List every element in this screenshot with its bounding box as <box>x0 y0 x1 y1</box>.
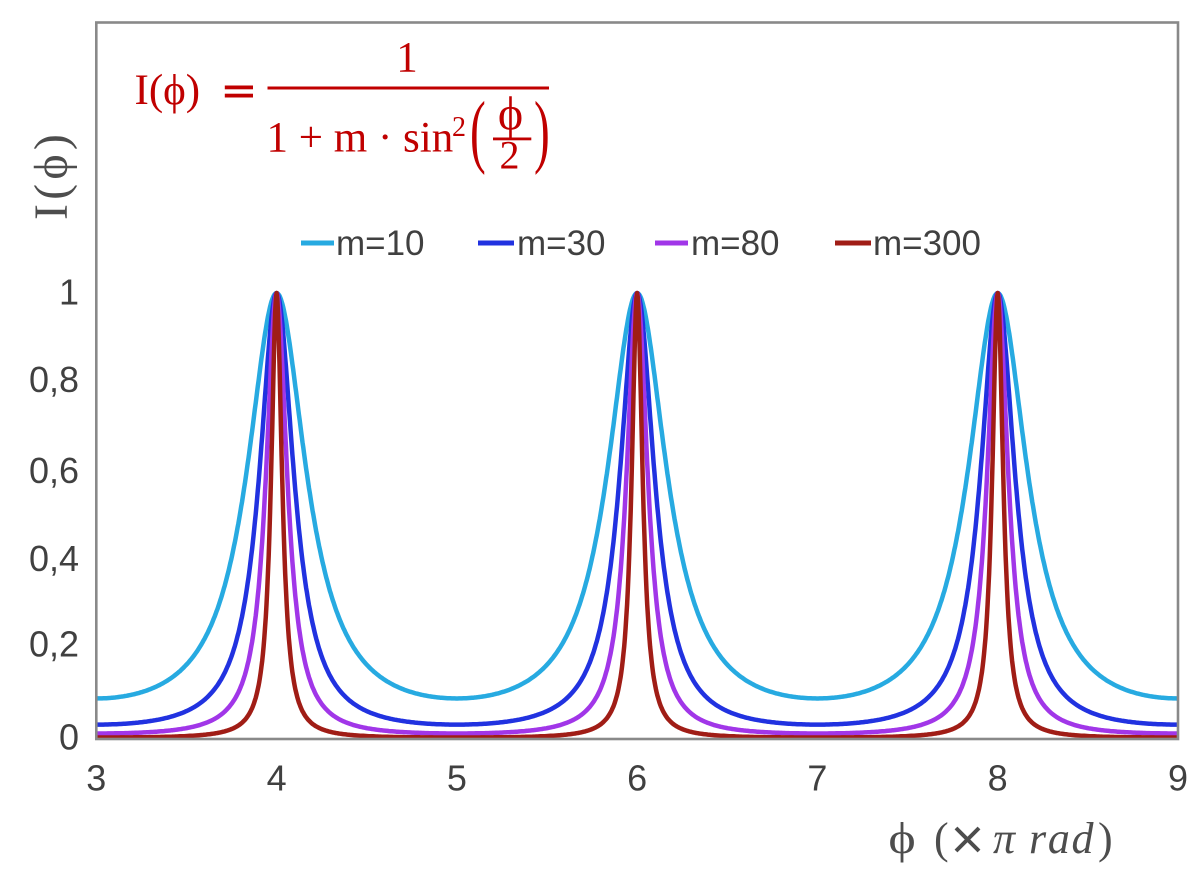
svg-text:m=300: m=300 <box>873 224 981 263</box>
svg-text:0,8: 0,8 <box>29 359 79 400</box>
svg-text:): ) <box>1098 814 1113 863</box>
svg-text:ϕ: ϕ <box>498 88 523 141</box>
svg-text:(: ( <box>934 814 949 863</box>
svg-text:3: 3 <box>86 758 106 799</box>
svg-text:rad: rad <box>1029 814 1095 863</box>
svg-text:4: 4 <box>267 758 287 799</box>
svg-text:8: 8 <box>988 758 1008 799</box>
svg-text:0,4: 0,4 <box>29 538 79 579</box>
svg-text:m=30: m=30 <box>517 224 606 263</box>
svg-text:(: ( <box>470 87 486 176</box>
svg-text:1: 1 <box>59 272 79 313</box>
svg-text:0: 0 <box>59 717 79 758</box>
svg-text:2: 2 <box>500 133 520 178</box>
svg-text:m=80: m=80 <box>691 224 780 263</box>
svg-text:I(ϕ): I(ϕ) <box>25 130 78 220</box>
svg-text:2: 2 <box>452 112 466 143</box>
svg-text:0,2: 0,2 <box>29 624 79 665</box>
svg-text:6: 6 <box>627 758 647 799</box>
svg-text:1 + m · sin: 1 + m · sin <box>267 115 454 162</box>
svg-text:π: π <box>993 814 1017 863</box>
svg-text:9: 9 <box>1168 758 1188 799</box>
svg-text:1: 1 <box>396 35 418 82</box>
svg-text:0,6: 0,6 <box>29 450 79 491</box>
svg-text:ϕ: ϕ <box>888 815 915 863</box>
svg-text:5: 5 <box>447 758 467 799</box>
svg-text:m=10: m=10 <box>336 224 425 263</box>
svg-text:): ) <box>534 87 550 176</box>
svg-text:I(ϕ): I(ϕ) <box>135 67 201 114</box>
svg-text:7: 7 <box>807 758 827 799</box>
